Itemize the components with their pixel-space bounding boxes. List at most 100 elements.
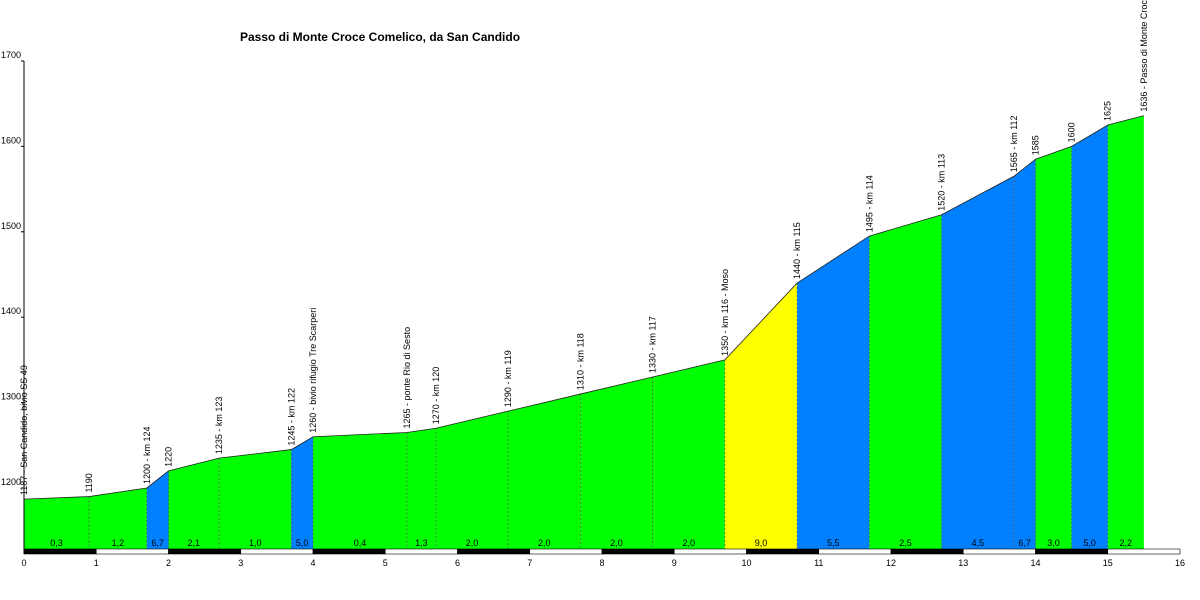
scale-bar-segment bbox=[746, 548, 820, 555]
point-label: 1245 - km 122 bbox=[286, 388, 296, 446]
point-labels-layer: 1187 - San Candido, bivio SS 49 1190 1200 … bbox=[19, 0, 1149, 495]
gradient-label: 6,7 bbox=[151, 538, 164, 548]
x-tick-label: 11 bbox=[814, 558, 823, 568]
gradient-label: 4,5 bbox=[971, 538, 984, 548]
gradient-label: 9,0 bbox=[755, 538, 768, 548]
x-tick-label: 16 bbox=[1175, 558, 1185, 568]
segment-area bbox=[1035, 146, 1072, 549]
segment-area bbox=[797, 236, 870, 549]
gradient-label: 1,2 bbox=[112, 538, 125, 548]
point-label: 1290 - km 119 bbox=[503, 350, 513, 407]
profile-layer bbox=[23, 115, 1144, 500]
x-tick-label: 0 bbox=[21, 558, 26, 568]
point-label: 1265 - ponte Rio di Sesto bbox=[402, 327, 412, 429]
point-label: 1260 - bivio rifugio Tre Scarperi bbox=[308, 308, 318, 433]
point-label: 1330 - km 117 bbox=[648, 316, 658, 373]
point-label: 1200 - km 124 bbox=[142, 426, 152, 484]
segment-area bbox=[168, 458, 220, 549]
x-tick-label: 9 bbox=[672, 558, 677, 568]
point-label: 1585 bbox=[1031, 135, 1041, 155]
point-label: 1310 - km 118 bbox=[575, 333, 585, 390]
segment-area bbox=[869, 214, 942, 549]
gradient-label: 1,0 bbox=[249, 538, 262, 548]
scale-bar-segment bbox=[1107, 548, 1181, 555]
scale-bar-segment bbox=[95, 548, 169, 555]
scale-bar-segment bbox=[962, 548, 1036, 555]
point-label: 1220 bbox=[164, 447, 174, 467]
point-label: 1520 - km 113 bbox=[937, 154, 947, 211]
scale-bar-segment bbox=[240, 548, 314, 555]
x-tick-label: 12 bbox=[886, 558, 896, 568]
segment-area bbox=[1071, 125, 1108, 550]
segment-area bbox=[89, 488, 147, 549]
segment-area bbox=[1013, 159, 1036, 549]
segment-area bbox=[941, 176, 1014, 550]
point-label: 1235 - km 123 bbox=[214, 397, 224, 455]
gradient-label: 1,3 bbox=[415, 538, 428, 548]
x-tick-label: 1 bbox=[94, 558, 99, 568]
point-label: 1565 - km 112 bbox=[1009, 115, 1019, 172]
point-label: 1495 - km 114 bbox=[864, 175, 874, 232]
segment-area bbox=[1107, 115, 1144, 549]
segment-area bbox=[435, 411, 509, 549]
x-tick-label: 7 bbox=[527, 558, 532, 568]
segment-area bbox=[508, 394, 581, 549]
scale-bar-segment bbox=[890, 548, 964, 555]
point-label: 1625 bbox=[1103, 101, 1113, 121]
gradient-label: 2,0 bbox=[682, 538, 695, 548]
segment-area bbox=[146, 470, 169, 549]
point-label: 1187 - San Candido, bivio SS 49 bbox=[19, 365, 29, 495]
segment-area bbox=[724, 283, 798, 549]
x-tick-label: 6 bbox=[455, 558, 460, 568]
segment-area bbox=[24, 496, 90, 549]
scale-bar-segment bbox=[384, 548, 458, 555]
x-tick-label: 13 bbox=[958, 558, 968, 568]
x-tick-label: 2 bbox=[166, 558, 171, 568]
x-tick-label: 3 bbox=[238, 558, 243, 568]
chart-title: Passo di Monte Croce Comelico, da San Ca… bbox=[240, 30, 520, 44]
gradient-label: 2,0 bbox=[466, 538, 479, 548]
segment-area bbox=[580, 376, 653, 549]
y-tick-label: 1200 bbox=[1, 477, 21, 487]
gradient-label: 0,3 bbox=[50, 538, 63, 548]
segments-layer bbox=[24, 115, 1144, 550]
y-tick-label: 1600 bbox=[1, 135, 21, 145]
x-tick-label: 14 bbox=[1030, 558, 1040, 568]
point-label: 1350 - km 116 - Moso bbox=[720, 269, 730, 356]
gradient-label: 5,5 bbox=[827, 538, 840, 548]
gradient-labels-layer: 0,3 1,2 6,7 2,1 1,0 5,0 0,4 1,3 2,0 2,0 2,0 2,0 9,0 5… bbox=[50, 538, 1132, 548]
point-label: 1636 - Passo di Monte Croce bbox=[1139, 0, 1149, 112]
scale-bar-segment bbox=[818, 548, 892, 555]
scale-bar-segment bbox=[529, 548, 603, 555]
x-tick-label: 8 bbox=[599, 558, 604, 568]
gradient-label: 0,4 bbox=[354, 538, 367, 548]
segment-area bbox=[406, 428, 436, 549]
scale-bar-segment bbox=[673, 548, 747, 555]
scale-bar-segment bbox=[312, 548, 386, 555]
point-label: 1440 - km 115 bbox=[792, 222, 802, 279]
gradient-label: 2,1 bbox=[188, 538, 201, 548]
profile-line bbox=[23, 115, 1144, 500]
x-tick-label: 4 bbox=[310, 558, 315, 568]
y-tick-label: 1700 bbox=[1, 50, 21, 60]
gradient-label: 2,5 bbox=[899, 538, 912, 548]
gradient-label: 2,2 bbox=[1120, 538, 1133, 548]
gradient-label: 5,0 bbox=[1083, 538, 1096, 548]
segment-area bbox=[291, 436, 313, 549]
point-label: 1270 - km 120 bbox=[431, 367, 441, 425]
y-tick-label: 1300 bbox=[1, 392, 21, 402]
y-tick-label: 1400 bbox=[1, 306, 21, 316]
scale-bar-segment bbox=[457, 548, 531, 555]
segment-area bbox=[219, 449, 292, 549]
x-tick-label: 10 bbox=[741, 558, 751, 568]
gradient-label: 2,0 bbox=[610, 538, 623, 548]
gradient-label: 2,0 bbox=[538, 538, 551, 548]
km-scale-bar bbox=[23, 548, 1181, 555]
gradient-label: 6,7 bbox=[1018, 538, 1031, 548]
divider-layer bbox=[88, 125, 1109, 549]
gradient-label: 5,0 bbox=[296, 538, 309, 548]
segment-area bbox=[652, 359, 725, 549]
